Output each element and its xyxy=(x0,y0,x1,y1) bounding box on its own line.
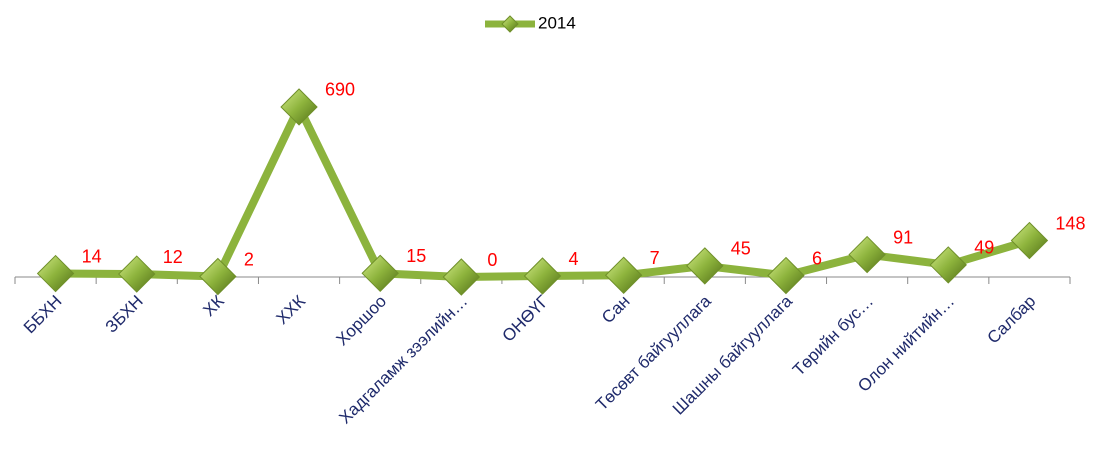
marker xyxy=(199,257,237,296)
data-label: 6 xyxy=(812,248,822,268)
x-tick-label: Салбар xyxy=(983,292,1039,348)
marker xyxy=(36,254,75,293)
data-label: 15 xyxy=(406,246,426,266)
marker xyxy=(442,258,481,296)
marker xyxy=(929,246,967,284)
series-line xyxy=(55,102,1031,281)
legend-label: 2014 xyxy=(538,13,576,32)
x-tick-label: Сан xyxy=(598,292,634,328)
marker xyxy=(848,235,886,274)
x-tick-label: Хоршоо xyxy=(332,292,390,350)
category-ticks xyxy=(14,277,1071,284)
marker xyxy=(604,256,643,294)
marker xyxy=(501,15,519,33)
data-label: 2 xyxy=(244,249,254,269)
x-tick-label: ЗБХН xyxy=(102,292,147,337)
x-tick-label: ХК xyxy=(199,292,228,321)
marker xyxy=(118,255,156,293)
data-label: 91 xyxy=(893,227,913,247)
x-tick-label: Төрийн бус… xyxy=(789,292,877,380)
data-label: 0 xyxy=(487,250,497,270)
data-label: 49 xyxy=(974,238,994,258)
data-label: 4 xyxy=(569,249,579,269)
marker xyxy=(361,254,399,293)
data-label: 45 xyxy=(731,239,751,259)
data-label: 148 xyxy=(1055,213,1085,233)
data-label: 14 xyxy=(82,246,102,266)
data-label: 690 xyxy=(325,80,355,100)
marker xyxy=(523,257,562,295)
x-tick-label: ОНӨҮГ xyxy=(498,292,552,346)
x-tick-label: ХХК xyxy=(273,292,310,329)
marker xyxy=(686,247,724,285)
data-label: 7 xyxy=(650,248,660,268)
marker xyxy=(280,88,318,126)
data-label: 12 xyxy=(163,247,183,267)
x-tick-label: ББХН xyxy=(20,292,66,338)
marker xyxy=(1010,221,1049,260)
marker xyxy=(767,256,805,295)
